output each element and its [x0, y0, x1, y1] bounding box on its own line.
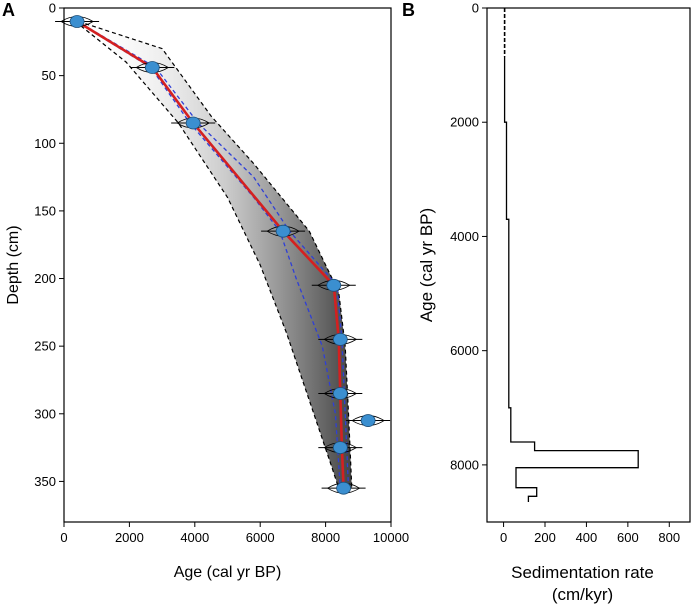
x-tick-label: 200 — [534, 530, 556, 545]
x-tick-label: 2000 — [115, 530, 144, 545]
x-tick-label: 0 — [60, 530, 67, 545]
x-axis-title-line: Sedimentation rate — [511, 563, 654, 582]
sample-density-outline — [326, 482, 361, 494]
sample-marker — [332, 441, 348, 455]
x-tick-label: 600 — [617, 530, 639, 545]
sample-marker — [144, 61, 160, 74]
sample-marker — [185, 116, 201, 130]
sample-density-outline — [323, 333, 358, 345]
sample-density-outline — [323, 388, 358, 399]
y-tick-label: 200 — [34, 271, 56, 286]
y-tick-label: 0 — [472, 1, 479, 16]
y-tick-label: 4000 — [450, 229, 479, 244]
sample-marker — [332, 332, 348, 346]
dated-sample — [346, 414, 391, 427]
axes-frame — [63, 7, 392, 523]
dated-sample — [130, 61, 175, 74]
y-tick-label: 0 — [49, 1, 56, 16]
sample-marker — [332, 387, 348, 400]
outer-envelope-max — [78, 20, 353, 489]
sample-marker — [360, 414, 376, 427]
outer-envelope-min — [75, 21, 340, 489]
y-axis-title: Age (cal yr BP) — [417, 208, 436, 322]
sample-density-outline — [135, 62, 170, 73]
x-tick-label: 4000 — [180, 530, 209, 545]
probability-cloud — [75, 21, 352, 489]
sedimentation-rate-line — [503, 56, 639, 502]
sample-marker — [326, 278, 342, 292]
sample-marker — [69, 15, 85, 28]
y-tick-label: 8000 — [450, 457, 479, 472]
sample-density-outline — [317, 279, 351, 291]
y-axis-title: Depth (cm) — [5, 225, 22, 304]
x-tick-label: 400 — [576, 530, 598, 545]
dated-sample — [311, 278, 356, 292]
y-tick-label: 350 — [34, 474, 56, 489]
x-tick-label: 800 — [658, 530, 680, 545]
y-tick-label: 50 — [42, 68, 56, 83]
sample-marker — [336, 481, 351, 495]
x-tick-label: 0 — [500, 530, 507, 545]
y-tick-label: 250 — [34, 339, 56, 354]
x-tick-label: 8000 — [311, 530, 340, 545]
dated-sample — [55, 15, 100, 28]
x-axis-title: Age (cal yr BP) — [174, 564, 282, 581]
x-axis-title-line: (cm/kyr) — [552, 585, 613, 604]
sample-marker — [275, 224, 291, 238]
panel-a-label: A — [2, 0, 15, 20]
panel-b-plot: 0 200 400 600 80002000400060008000Sedimentat… — [417, 1, 691, 604]
y-tick-label: 300 — [34, 406, 56, 421]
dated-sample — [261, 224, 306, 238]
sample-density-outline — [60, 16, 94, 27]
dated-sample — [318, 387, 363, 400]
y-tick-label: 100 — [34, 136, 56, 151]
x-tick-label: 10000 — [373, 530, 409, 545]
sample-density-outline — [323, 442, 358, 454]
sample-density-outline — [351, 415, 385, 426]
sample-density-outline — [176, 117, 210, 129]
sample-density-outline — [266, 225, 300, 237]
panel-a-plot: 0 2000 4000 6000 8000 10000 0 50 100 150 200 250 300… — [5, 1, 409, 582]
dated-sample — [318, 332, 363, 346]
axes-frame — [486, 7, 691, 523]
dated-sample — [171, 116, 216, 130]
dated-sample — [318, 441, 363, 455]
x-tick-label: 6000 — [246, 530, 275, 545]
dated-sample — [321, 481, 366, 495]
y-tick-label: 2000 — [450, 115, 479, 130]
panel-b-label: B — [402, 0, 415, 20]
y-tick-label: 150 — [34, 203, 56, 218]
y-tick-label: 6000 — [450, 343, 479, 358]
